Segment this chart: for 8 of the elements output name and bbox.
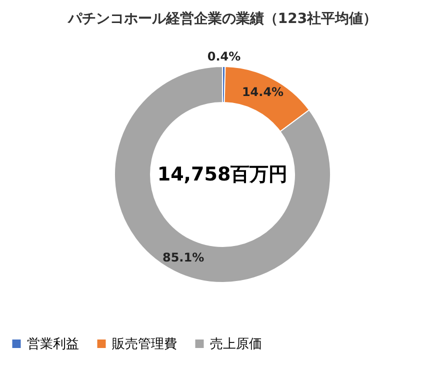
data-label: 0.4%: [207, 50, 241, 64]
data-label: 14.4%: [242, 84, 284, 99]
data-label: 85.1%: [162, 250, 204, 265]
legend-label: 営業利益: [27, 336, 79, 352]
legend-label: 販売管理費: [112, 336, 177, 352]
legend-label: 売上原価: [210, 336, 262, 352]
chart-title: パチンコホール経営企業の業績（123社平均値）: [66, 11, 378, 27]
text: 14,758百万円: [157, 164, 288, 186]
